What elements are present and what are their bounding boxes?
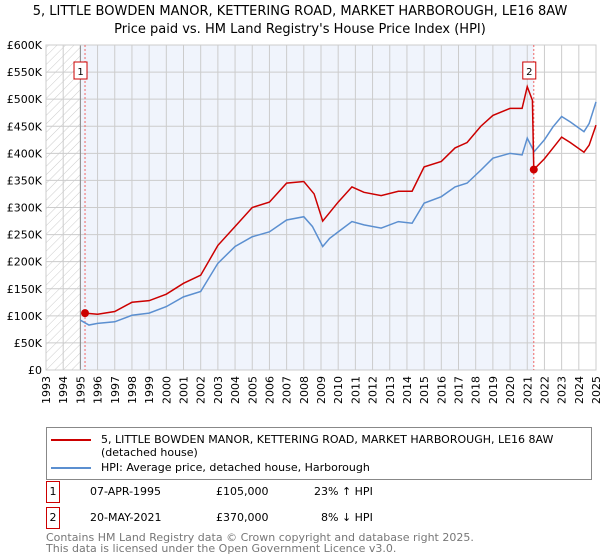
marker-label: 1 [77, 67, 83, 78]
x-tick-label: 2004 [229, 376, 242, 404]
x-tick-label: 2018 [470, 376, 483, 404]
series-line [80, 101, 597, 326]
x-tick-label: 2005 [246, 376, 259, 404]
chart-subtitle: Price paid vs. HM Land Registry's House … [114, 22, 486, 37]
x-tick-label: 2003 [212, 376, 225, 404]
transaction-hpi: 8% ↓ HPI [321, 511, 373, 524]
x-tick-label: 2023 [556, 376, 569, 404]
legend-item-hpi: HPI: Average price, detached house, Harb… [51, 461, 587, 474]
transaction-date: 07-APR-1995 [90, 485, 162, 498]
legend-swatch-blue [51, 467, 91, 469]
price-chart: 1993 1994 1995 1996 1997 1998 1999 2000 2001 2002… [7, 39, 600, 404]
x-tick-label: 2020 [504, 376, 517, 404]
transaction-price: £370,000 [216, 511, 269, 524]
y-tick-label: £250K [7, 229, 43, 242]
x-tick-label: 1999 [143, 376, 156, 404]
x-tick-label: 2011 [349, 376, 362, 404]
plot-border [45, 44, 597, 371]
x-tick-label: 2001 [178, 376, 191, 404]
transaction-number: 1 [46, 481, 60, 503]
footer: Contains HM Land Registry data © Crown c… [46, 532, 474, 554]
transaction-price: £105,000 [216, 485, 269, 498]
y-tick-label: £100K [7, 310, 43, 323]
y-tick-label: £300K [7, 202, 43, 215]
y-tick-label: £500K [7, 93, 43, 106]
legend-swatch-red [51, 439, 91, 441]
footer-line: This data is licensed under the Open Gov… [46, 542, 397, 555]
series-line [84, 84, 597, 315]
x-tick-label: 2016 [435, 376, 448, 404]
legend-item-property: 5, LITTLE BOWDEN MANOR, KETTERING ROAD, … [51, 433, 587, 459]
x-tick-label: 1998 [126, 376, 139, 404]
x-tick-label: 2000 [160, 376, 173, 404]
y-tick-label: £550K [7, 66, 43, 79]
x-tick-label: 2024 [573, 376, 586, 404]
y-tick-label: £0 [28, 364, 42, 377]
x-tick-label: 2010 [332, 376, 345, 404]
x-tick-label: 2021 [521, 376, 534, 404]
x-tick-label: 1994 [57, 376, 70, 404]
legend-label: 5, LITTLE BOWDEN MANOR, KETTERING ROAD, … [101, 433, 554, 459]
legend: 5, LITTLE BOWDEN MANOR, KETTERING ROAD, … [46, 427, 592, 480]
x-tick-label: 1997 [109, 376, 122, 404]
x-tick-label: 2009 [315, 376, 328, 404]
y-tick-label: £200K [7, 256, 43, 269]
legend-label: HPI: Average price, detached house, Harb… [101, 461, 370, 474]
x-tick-label: 2008 [298, 376, 311, 404]
transaction-row: 1 07-APR-1995 £105,000 23% ↑ HPI [46, 481, 546, 503]
x-tick-label: 2012 [367, 376, 380, 404]
transaction-hpi: 23% ↑ HPI [314, 485, 373, 498]
sale-point [81, 309, 90, 318]
y-tick-label: £450K [7, 120, 43, 133]
x-tick-label: 2007 [281, 376, 294, 404]
transaction-number: 2 [46, 507, 60, 529]
x-tick-label: 2019 [487, 376, 500, 404]
transaction-row: 2 20-MAY-2021 £370,000 8% ↓ HPI [46, 507, 546, 529]
x-tick-label: 2022 [538, 376, 551, 404]
x-tick-label: 2006 [263, 376, 276, 404]
y-tick-label: £150K [7, 283, 43, 296]
y-tick-label: £600K [7, 39, 43, 52]
x-tick-label: 1995 [74, 376, 87, 404]
sale-point [529, 165, 538, 174]
x-tick-label: 2013 [384, 376, 397, 404]
footer-line: Contains HM Land Registry data © Crown c… [46, 531, 474, 544]
chart-title: 5, LITTLE BOWDEN MANOR, KETTERING ROAD, … [32, 4, 568, 19]
marker-label: 2 [526, 67, 532, 78]
marker-box [73, 61, 88, 80]
x-tick-label: 2002 [195, 376, 208, 404]
marker-box [522, 61, 537, 80]
x-tick-label: 2014 [401, 376, 414, 404]
transaction-date: 20-MAY-2021 [90, 511, 162, 524]
x-tick-label: 1993 [40, 376, 53, 404]
x-tick-label: 2025 [590, 376, 600, 404]
x-tick-label: 1996 [92, 376, 105, 404]
x-tick-label: 2015 [418, 376, 431, 404]
y-tick-label: £400K [7, 147, 43, 160]
y-tick-label: £50K [14, 337, 43, 350]
x-tick-label: 2017 [453, 376, 466, 404]
y-tick-label: £350K [7, 174, 43, 187]
